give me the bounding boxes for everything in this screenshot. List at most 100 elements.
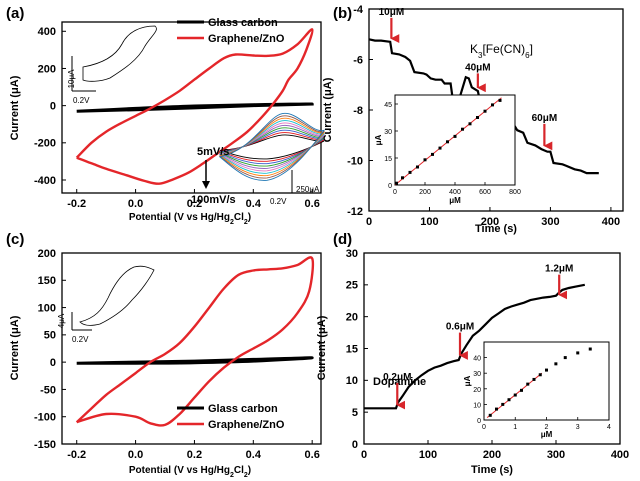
panel-a-x-axis-label: Potential (V vs Hg/Hg2Cl2) [129,212,251,226]
panel-c-x-tick-label: 0.6 [305,449,320,461]
inset-data-point [520,388,523,392]
panel-b-y-tick-label: -10 [347,155,363,167]
scan-rate-cv-curve [218,113,326,181]
panel-b: (b) 0 100 200 300 400-12-10-8-6-4 Current (μ… [322,4,624,235]
inset-y-axis-label: μA [374,134,383,145]
inset-data-point [491,103,494,107]
panel-c-x-tick-label: 0.2 [187,449,202,461]
panel-b-y-tick-label: -6 [353,54,363,66]
concentration-label: 0.2μM [383,372,411,383]
panel-d-y-tick-label: 15 [346,343,358,355]
scan-rate-cv-curve [218,125,326,169]
scan-rate-cv-curve [218,117,326,177]
panel-c-y-tick-label: -50 [40,384,56,396]
inset-data-point [483,109,487,113]
panel-c-label: (c) [6,231,24,248]
inset-frame [483,341,610,421]
scan-inset-x-scale-label: 0.2V [270,197,287,206]
legend-label-graphene-zno: Graphene/ZnO [208,33,285,45]
inset-cv-curve [82,25,157,82]
panel-d-x-axis-label: Time (s) [471,464,513,476]
scan-rate-cv-curve [218,120,326,174]
amperometric-trace [364,283,586,410]
panel-b-x-tick-label: 400 [602,216,620,228]
inset-cv-curve [79,265,155,326]
panel-a-x-tick-label: -0.2 [67,198,86,210]
panel-d-label: (d) [333,231,352,248]
panel-a-inset-cv: 10μA 0.2V [67,25,157,105]
inset-x-axis-label: μM [541,430,553,439]
panel-d-y-axis-label: Current (μA) [316,315,328,380]
inset-data-point [498,98,502,102]
inset-data-point [526,382,530,386]
panel-c-inset-cv: 4μA 0.2V [57,265,155,344]
inset-data-point [532,377,536,381]
inset-data-point [554,362,558,366]
concentration-label: 10μM [379,7,405,18]
inset-data-point [416,165,419,169]
inset-x-tick-label: 1 [513,424,517,431]
panel-c-x-axis-label: Potential (V vs Hg/Hg2Cl2) [129,465,251,479]
inset-y-tick-label: 15 [384,156,392,163]
inset-data-point [488,413,492,417]
inset-x-axis-label: μM [449,196,461,205]
inset-y-tick-label: 10 [473,402,481,409]
panel-d-x-tick-label: 200 [483,449,501,461]
panel-d-y-tick-label: 30 [346,248,358,260]
inset-x-tick-label: 4 [607,424,611,431]
panel-b-y-tick-label: -8 [353,105,363,117]
inset-x-tick-label: 0 [482,424,486,431]
panel-d-series-group [364,283,586,410]
inset-data-point [438,146,442,150]
inset-data-point [501,402,505,406]
panel-a-inset-scan-rate [218,113,326,181]
inset-y-tick-label: 30 [473,371,481,378]
inset-x-tick-label: 400 [449,189,461,196]
panel-a-axes: -0.2 0.0 0.2 0.4 0.6 -400 -200 0 200 400 [34,26,320,210]
scan-rate-arrow-head [202,181,210,189]
scan-rate-label-slow: 5mV/s [197,146,229,158]
panel-c-y-tick-label: -150 [34,439,56,451]
inset-data-point [495,407,498,411]
inset-data-point [507,398,511,402]
panel-c: (c) -0.2 0.0 0.2 0.4 0.6 -150 -100 -50 0 50 100 150… [6,231,322,479]
panel-a-inset-scan-annotations: 5mV/s 100mV/s 250μA 0.2V [191,146,320,206]
panel-a-x-tick-label: 0.0 [128,198,143,210]
panel-c-axes: -0.2 0.0 0.2 0.4 0.6 -150 -100 -50 0 50 100 150 200 [34,248,320,461]
panel-a-y-tick-label: 0 [50,100,56,112]
panel-a: (a) -0.2 0.0 0.2 0.4 0.6 -400 -200 0 200 400 Curr… [6,5,326,226]
panel-c-plot-frame [61,252,322,445]
inset-data-point [446,140,449,144]
panel-c-y-tick-label: -100 [34,412,56,424]
panel-a-label: (a) [6,5,24,22]
inset-y-scale-label: 10μA [67,69,76,89]
panel-d-y-tick-label: 20 [346,312,358,324]
inset-data-point [538,373,542,377]
inset-x-scale-label: 0.2V [73,96,90,105]
inset-frame [394,94,516,186]
panel-a-y-tick-label: 400 [38,26,56,38]
cv-curve-glass-carbon [76,356,314,365]
panel-b-y-tick-label: -12 [347,206,363,218]
panel-a-legend: Glass carbon Graphene/ZnO [177,17,285,45]
panel-d-y-tick-label: 10 [346,375,358,387]
inset-x-scale-label: 0.2V [72,335,89,344]
panel-b-x-axis-label: Time (s) [475,223,517,235]
inset-x-tick-label: 600 [479,189,491,196]
concentration-label: 60μM [532,113,558,124]
panel-c-y-tick-label: 100 [38,302,56,314]
legend-label-glass-carbon: Glass carbon [208,403,278,415]
concentration-label: 40μM [465,62,491,73]
inset-y-tick-label: 45 [384,102,392,109]
inset-data-point [468,122,472,126]
inset-data-point [401,176,404,180]
inset-data-point [545,368,548,372]
panel-d-x-tick-label: 100 [419,449,437,461]
inset-data-point [513,393,517,397]
panel-b-x-tick-label: 300 [541,216,559,228]
inset-x-tick-label: 0 [393,189,397,196]
cv-curve-graphene-zno [75,28,314,185]
panel-c-y-tick-label: 0 [50,357,56,369]
panel-b-x-tick-label: 0 [366,216,372,228]
